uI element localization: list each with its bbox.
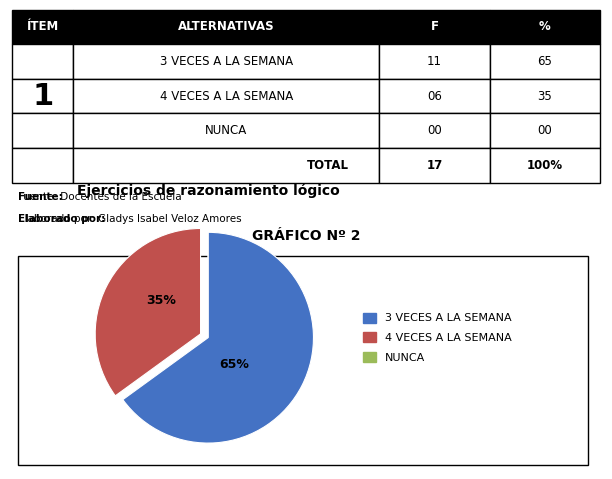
Legend: 3 VECES A LA SEMANA, 4 VECES A LA SEMANA, NUNCA: 3 VECES A LA SEMANA, 4 VECES A LA SEMANA… (359, 308, 517, 367)
Wedge shape (123, 232, 313, 443)
Text: 65%: 65% (220, 357, 249, 371)
Text: Elaborado por: Gladys Isabel Veloz Amores: Elaborado por: Gladys Isabel Veloz Amore… (18, 214, 242, 224)
FancyBboxPatch shape (18, 256, 588, 465)
Text: Fuente: Docentes de la Escuela: Fuente: Docentes de la Escuela (18, 193, 182, 202)
Title: Ejercicios de razonamiento lógico: Ejercicios de razonamiento lógico (76, 183, 340, 198)
Text: GRÁFICO Nº 2: GRÁFICO Nº 2 (252, 228, 360, 242)
Text: 35%: 35% (146, 294, 176, 308)
Text: Elaborado por:: Elaborado por: (18, 214, 105, 224)
Wedge shape (95, 228, 201, 396)
Text: Fuente:: Fuente: (18, 193, 63, 202)
